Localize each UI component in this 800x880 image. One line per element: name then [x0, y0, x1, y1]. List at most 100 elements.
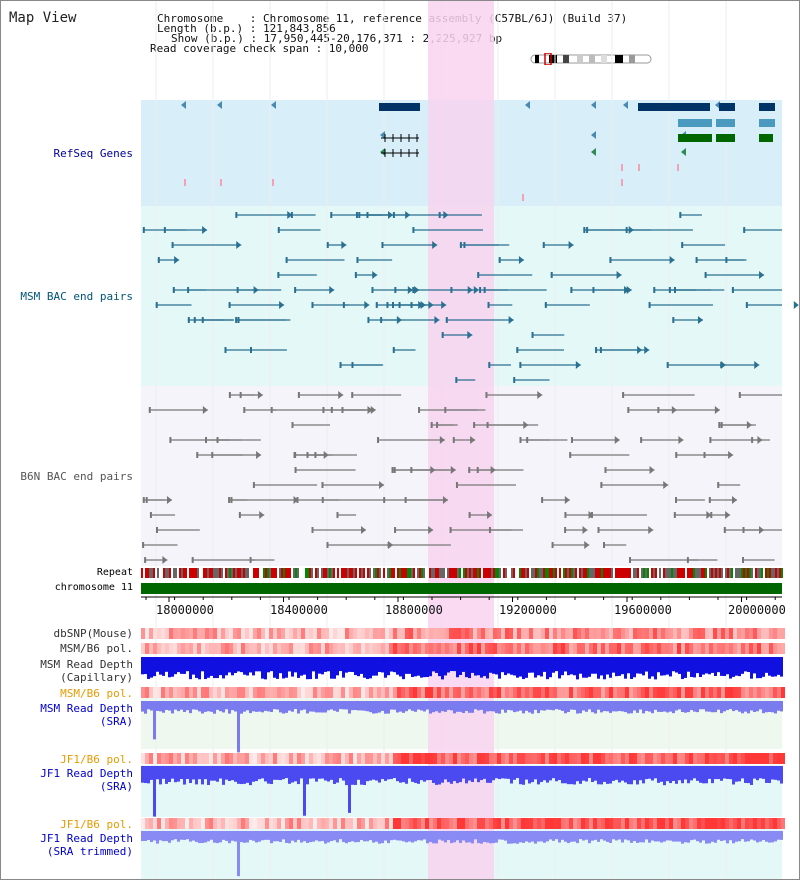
b6n-bac-pair-arrow — [714, 406, 720, 414]
b6n-bac-pair-arrow — [439, 436, 445, 444]
jf1-trim-depth-bar — [252, 831, 255, 841]
msm-cap-depth-bar — [240, 657, 243, 673]
msm-sra-depth-bar — [741, 701, 744, 714]
msm-bac-pair-end — [187, 287, 190, 293]
jf1-read-depth-label[interactable]: JF1 Read Depth — [40, 767, 133, 780]
jf1-depth-bar — [471, 766, 474, 783]
chromosome-ideogram[interactable] — [529, 53, 653, 65]
msm-bac-pair-end — [745, 302, 748, 308]
repeat-segment — [677, 568, 679, 578]
gene-block — [759, 119, 775, 127]
jf1-depth-bar — [531, 766, 534, 783]
msm-bac-pair-arrow — [568, 241, 574, 249]
jf1-depth-bar — [522, 766, 525, 785]
dbsnp-cell — [709, 628, 713, 639]
dbsnp-cell — [753, 628, 757, 639]
b6n-bac-pair-end — [243, 407, 246, 413]
msm-pol-cell — [473, 643, 477, 654]
msm-pol-cell — [269, 643, 273, 654]
jf1-depth-bar — [264, 766, 267, 782]
jf1-depth-bar — [624, 766, 627, 783]
jf1-pol2-cell — [385, 818, 389, 829]
refseq-genes-label[interactable]: RefSeq Genes — [53, 147, 133, 160]
msm-cap-depth-bar — [396, 657, 399, 675]
repeat-segment — [511, 568, 513, 578]
jf1-pol2-cell — [245, 818, 249, 829]
repeat-label[interactable]: Repeat — [96, 567, 133, 578]
msm-pol2-cell — [673, 687, 677, 698]
repeat-segment — [377, 568, 379, 578]
jf1-b6-pol-label-2[interactable]: JF1/B6 pol. — [60, 818, 133, 831]
dbsnp-cell — [593, 628, 597, 639]
repeat-segment — [393, 568, 395, 578]
repeat-segment — [581, 568, 583, 578]
jf1-trim-depth-bar — [735, 831, 738, 842]
msm-pol2-cell — [237, 687, 241, 698]
msm-pol-cell — [485, 643, 489, 654]
msm-cap-depth-bar — [543, 657, 546, 672]
dbsnp-cell — [301, 628, 305, 639]
msm-cap-depth-bar — [204, 657, 207, 680]
msm-read-depth-capillary-label[interactable]: MSM Read Depth — [40, 658, 133, 671]
jf1-pol2-cell — [489, 818, 493, 829]
jf1-trim-depth-bar — [759, 831, 762, 842]
msm-pol-cell — [297, 643, 301, 654]
jf1-trim-depth-bar — [393, 831, 396, 840]
dbsnp-cell — [701, 628, 705, 639]
dbsnp-cell — [645, 628, 649, 639]
jf1-depth-bar — [273, 766, 276, 780]
jf1-b6-pol-label-1[interactable]: JF1/B6 pol. — [60, 753, 133, 766]
jf1-trim-depth-bar — [555, 831, 558, 840]
msm-pol2-cell — [565, 687, 569, 698]
jf1-depth-bar — [153, 766, 156, 817]
jf1-pol-cell — [521, 753, 525, 764]
msm-pol-cell — [281, 643, 285, 654]
jf1-pol-cell — [693, 753, 697, 764]
msm-bac-pair-arrow — [467, 331, 473, 339]
msm-sra-depth-bar — [552, 701, 555, 711]
jf1-pol2-cell — [705, 818, 709, 829]
msm-pol-cell — [333, 643, 337, 654]
repeat-segment — [193, 568, 195, 578]
msm-b6-pol-label-1[interactable]: MSM/B6 pol. — [60, 642, 133, 655]
jf1-read-depth-trimmed-label[interactable]: JF1 Read Depth — [40, 832, 133, 845]
msm-cap-depth-bar — [456, 657, 459, 678]
msm-pol2-cell — [549, 687, 553, 698]
msm-sra-depth-bar — [303, 701, 306, 710]
msm-cap-depth-bar — [699, 657, 702, 678]
msm-pol-cell — [745, 643, 749, 654]
repeat-segment — [221, 568, 223, 578]
jf1-depth-bar — [408, 766, 411, 779]
msm-sra-depth-bar — [414, 701, 417, 712]
jf1-pol-cell — [285, 753, 289, 764]
axis-tick-label: 18400000 — [270, 603, 328, 617]
b6n-bac-label[interactable]: B6N BAC end pairs — [20, 470, 133, 483]
msm-bac-label[interactable]: MSM BAC end pairs — [20, 290, 133, 303]
dbsnp-cell — [461, 628, 465, 639]
repeat-segment — [719, 568, 721, 578]
axis-tick-label: 18800000 — [385, 603, 443, 617]
msm-pol-cell — [201, 643, 205, 654]
jf1-trim-depth-bar — [144, 831, 147, 841]
jf1-pol-cell — [269, 753, 273, 764]
dbsnp-label[interactable]: dbSNP(Mouse) — [53, 627, 133, 640]
dbsnp-cell — [321, 628, 325, 639]
jf1-pol-cell — [569, 753, 573, 764]
msm-read-depth-sra-label[interactable]: MSM Read Depth — [40, 702, 133, 715]
jf1-depth-bar — [555, 766, 558, 782]
msm-bac-pair-end — [285, 257, 288, 263]
jf1-depth-bar — [744, 766, 747, 783]
msm-b6-pol-label-2[interactable]: MSM/B6 pol. — [60, 687, 133, 700]
msm-sra-depth-bar — [156, 701, 159, 711]
repeat-segment — [543, 568, 545, 578]
jf1-trim-depth-bar — [201, 831, 204, 844]
repeat-segment — [705, 568, 707, 578]
dbsnp-cell — [653, 628, 657, 639]
jf1-trim-depth-bar — [741, 831, 744, 840]
msm-bac-pair-arrow — [418, 301, 424, 309]
jf1-trim-depth-bar — [318, 831, 321, 842]
msm-bac-pair-end — [381, 242, 384, 248]
b6n-bac-pair-arrow — [523, 421, 529, 429]
msm-cap-depth-bar — [471, 657, 474, 673]
jf1-depth-bar — [489, 766, 492, 783]
